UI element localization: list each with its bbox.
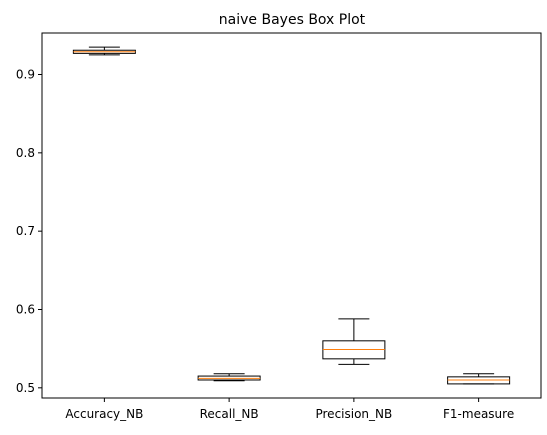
y-tick-label: 0.9 [16, 68, 35, 82]
y-tick-label: 0.6 [16, 302, 35, 316]
x-tick-label: Accuracy_NB [65, 407, 143, 421]
x-tick-label: Recall_NB [200, 407, 259, 421]
x-tick-label: F1-measure [443, 407, 514, 421]
axes: 0.5 0.6 0.7 0.8 0.9 Accuracy_NB Recall_NB Preci… [16, 68, 514, 421]
plot-marks [72, 46, 511, 385]
box-group-3 [322, 318, 386, 365]
plot-frame [41, 32, 542, 399]
box-group-1 [72, 46, 136, 56]
x-tick-label: Precision_NB [315, 407, 392, 421]
y-tick-label: 0.7 [16, 224, 35, 238]
box-group-2 [197, 373, 261, 382]
y-tick-label: 0.5 [16, 381, 35, 395]
y-tick-label: 0.8 [16, 146, 35, 160]
box-group-4 [447, 373, 511, 385]
chart-title: naive Bayes Box Plot [219, 12, 366, 28]
